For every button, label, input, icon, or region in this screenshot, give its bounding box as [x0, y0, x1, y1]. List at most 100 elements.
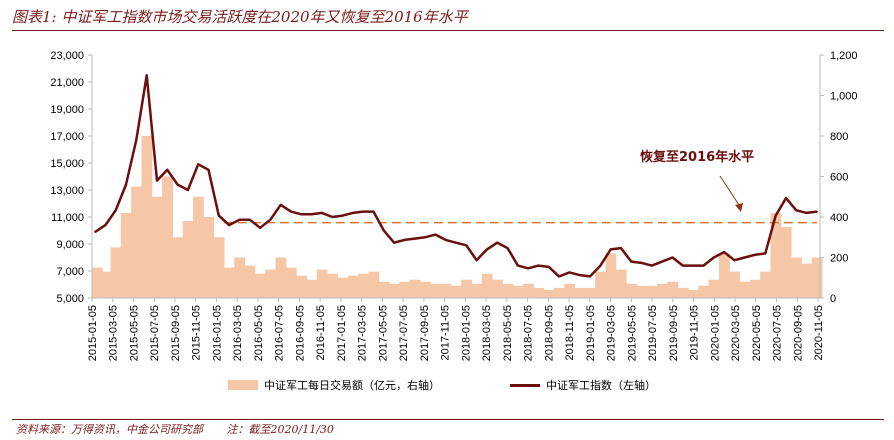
index-point [413, 237, 416, 240]
x-tick-label: 2015-03-05 [108, 305, 120, 361]
legend-index: 中证军工指数（左轴） [510, 377, 656, 393]
x-tick-label: 2016-03-05 [232, 305, 244, 361]
index-point [465, 244, 468, 247]
right-tick-label: 0 [830, 293, 836, 305]
x-tick-label: 2018-07-05 [523, 305, 535, 361]
x-tick-label: 2015-05-05 [128, 305, 140, 361]
x-tick-label: 2020-01-05 [709, 305, 721, 361]
left-tick-label: 19,000 [50, 104, 84, 116]
left-tick-label: 11,000 [51, 212, 84, 224]
volume-bar [378, 281, 390, 298]
volume-bar [419, 281, 431, 298]
footnote: 资料来源：万得资讯，中金公司研究部 注：截至2020/11/30 [16, 421, 354, 437]
volume-bar [182, 221, 194, 298]
volume-bar [471, 283, 483, 298]
chart: 5,000 7,000 9,000 11,000 13,000 15,000 17,000 1… [50, 50, 858, 361]
index-point [609, 248, 612, 251]
volume-bar [223, 267, 235, 298]
index-point [104, 224, 107, 227]
index-point [475, 259, 478, 262]
index-point [506, 247, 509, 250]
index-point [692, 264, 695, 267]
volume-bar [461, 279, 472, 298]
volume-bar [193, 196, 204, 298]
index-point [155, 179, 158, 182]
legend-swatch-index [510, 383, 540, 387]
left-tick-label: 23,000 [50, 50, 84, 62]
volume-bar [657, 283, 668, 298]
title-divider [12, 30, 884, 31]
legend-label-volume: 中证军工每日交易额（亿元，右轴） [264, 379, 440, 392]
index-point [145, 74, 148, 77]
index-point [362, 210, 365, 213]
index-point [681, 264, 684, 267]
volume-bar [430, 283, 442, 298]
volume-bar [203, 217, 215, 298]
index-point [589, 275, 592, 278]
x-tick-label: 2018-09-05 [543, 305, 555, 361]
chart-title: 图表1: 中证军工指数市场交易活跃度在2020年又恢复至2016年水平 [12, 8, 468, 26]
x-tick-label: 2020-03-05 [730, 305, 742, 361]
volume-bar [120, 212, 132, 298]
index-point [578, 274, 581, 277]
index-point [166, 168, 169, 171]
index-point [619, 247, 622, 250]
index-point [331, 216, 334, 218]
volume-bar [285, 267, 297, 298]
index-point [135, 139, 138, 142]
index-point [630, 260, 633, 263]
x-tick-label: 2015-01-05 [87, 305, 99, 361]
index-point [320, 211, 323, 214]
x-tick-label: 2018-11-05 [564, 305, 576, 360]
volume-bar [347, 275, 359, 298]
index-point [372, 210, 375, 213]
volume-bar [564, 283, 576, 298]
volume-bar [481, 273, 493, 298]
index-point [764, 252, 767, 255]
x-tick-label: 2018-03-05 [481, 305, 493, 361]
index-point [114, 209, 117, 212]
index-point [516, 264, 519, 267]
annotation: 恢复至2016年水平 [640, 150, 755, 165]
volume-bar [92, 267, 103, 298]
index-point [217, 214, 220, 217]
footer-divider [12, 419, 884, 420]
index-point [743, 256, 746, 259]
index-point [269, 218, 272, 221]
volume-bar [234, 257, 246, 298]
volume-bar [615, 269, 627, 298]
index-point [496, 241, 499, 244]
index-point [351, 211, 354, 214]
volume-bar [801, 263, 813, 298]
volume-bar [399, 281, 411, 298]
volume-bar [780, 227, 792, 298]
volume-bar [739, 281, 751, 298]
volume-bar [151, 196, 163, 298]
x-tick-label: 2019-07-05 [647, 305, 659, 361]
volume-bar [306, 279, 318, 298]
volume-bar [667, 281, 679, 298]
index-point [712, 256, 715, 259]
legend-label-index: 中证军工指数（左轴） [546, 379, 656, 392]
volume-bar [718, 253, 730, 298]
index-point [228, 224, 231, 227]
volume-bar [337, 277, 349, 298]
index-point [723, 251, 726, 254]
index-point [197, 163, 200, 166]
index-point [94, 230, 97, 233]
index-point [547, 265, 550, 268]
left-axis-ticks: 5,000 7,000 9,000 11,000 13,000 15,000 17,000 1… [50, 50, 92, 305]
x-tick-label: 2020-05-05 [751, 305, 763, 361]
index-point [774, 214, 777, 217]
volume-bar [492, 279, 503, 298]
date-note: 注：截至2020/11/30 [226, 423, 334, 436]
right-tick-label: 400 [830, 212, 848, 224]
index-point [382, 229, 385, 232]
legend-swatch-volume [228, 380, 258, 390]
x-tick-label: 2015-09-05 [170, 305, 182, 361]
right-tick-label: 1,200 [830, 50, 858, 62]
x-tick-label: 2016-07-05 [274, 305, 286, 361]
volume-bar [388, 283, 400, 298]
right-tick-label: 600 [830, 172, 848, 184]
volume-bar [368, 271, 380, 298]
